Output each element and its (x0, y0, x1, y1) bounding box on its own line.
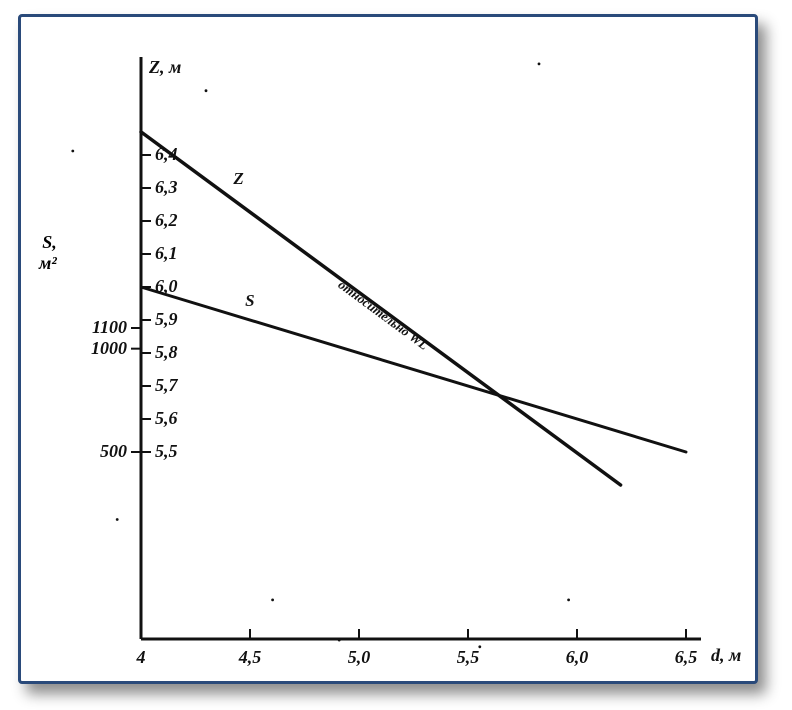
s-axis-title: S,м² (39, 232, 57, 274)
line-chart (21, 17, 761, 687)
chart-frame: 44,55,05,56,06,5d, м5,55,65,75,85,96,06,… (18, 14, 758, 684)
